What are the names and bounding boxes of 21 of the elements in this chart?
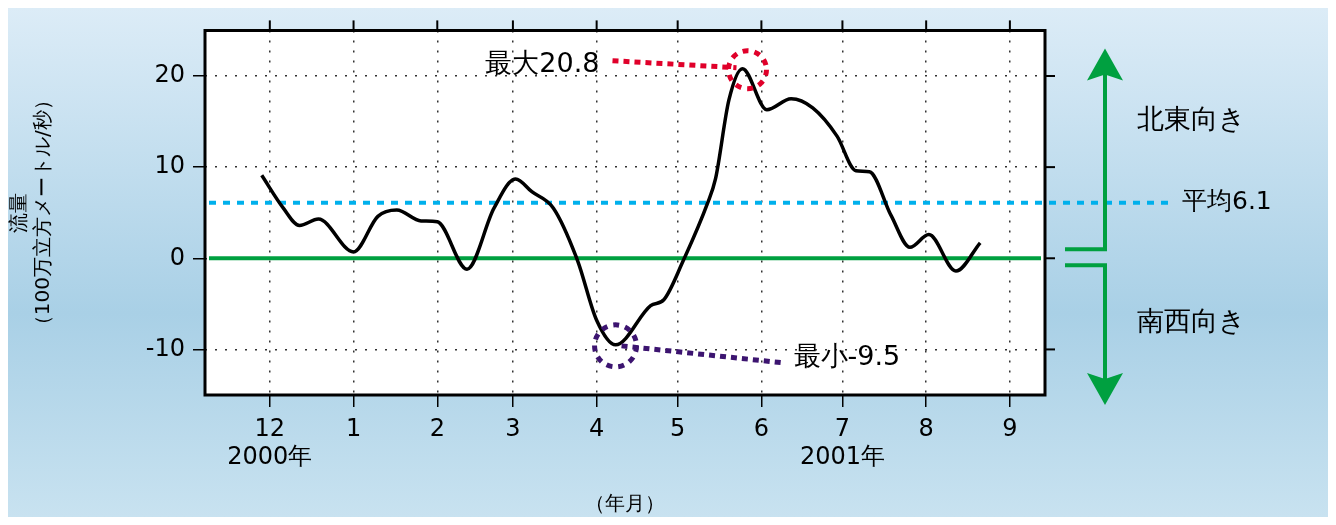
text: 北東向き xyxy=(1137,103,1246,135)
x-tick-label: 7 2001年 xyxy=(799,413,885,471)
annotation: 最小-9.5 xyxy=(793,339,901,371)
annotation: 最大20.8 xyxy=(485,46,600,78)
x-tick-label: 3 xyxy=(505,413,521,442)
ref-line-label: 平均6.1 xyxy=(1182,186,1272,216)
text: 南西向き xyxy=(1137,305,1246,337)
x-tick-label: 2 xyxy=(429,413,445,442)
y-axis-title: 流量（100万立方メートル/秒） xyxy=(6,90,55,336)
x-tick-label: 12 2000年 xyxy=(227,413,313,471)
y-tick-label: -10 xyxy=(145,333,185,362)
x-tick-label: 9 xyxy=(1002,413,1018,442)
x-tick-label: 4 xyxy=(589,413,605,442)
y-tick-label: 0 xyxy=(169,242,185,271)
x-tick-label: 6 xyxy=(753,413,770,442)
x-tick-label: 8 xyxy=(918,413,934,442)
x-axis-title: （年月） xyxy=(585,491,665,516)
y-tick-label: 20 xyxy=(154,60,185,89)
x-tick-label: 5 xyxy=(670,413,686,442)
x-tick-label: 1 xyxy=(345,413,362,442)
y-tick-label: 10 xyxy=(154,151,185,180)
